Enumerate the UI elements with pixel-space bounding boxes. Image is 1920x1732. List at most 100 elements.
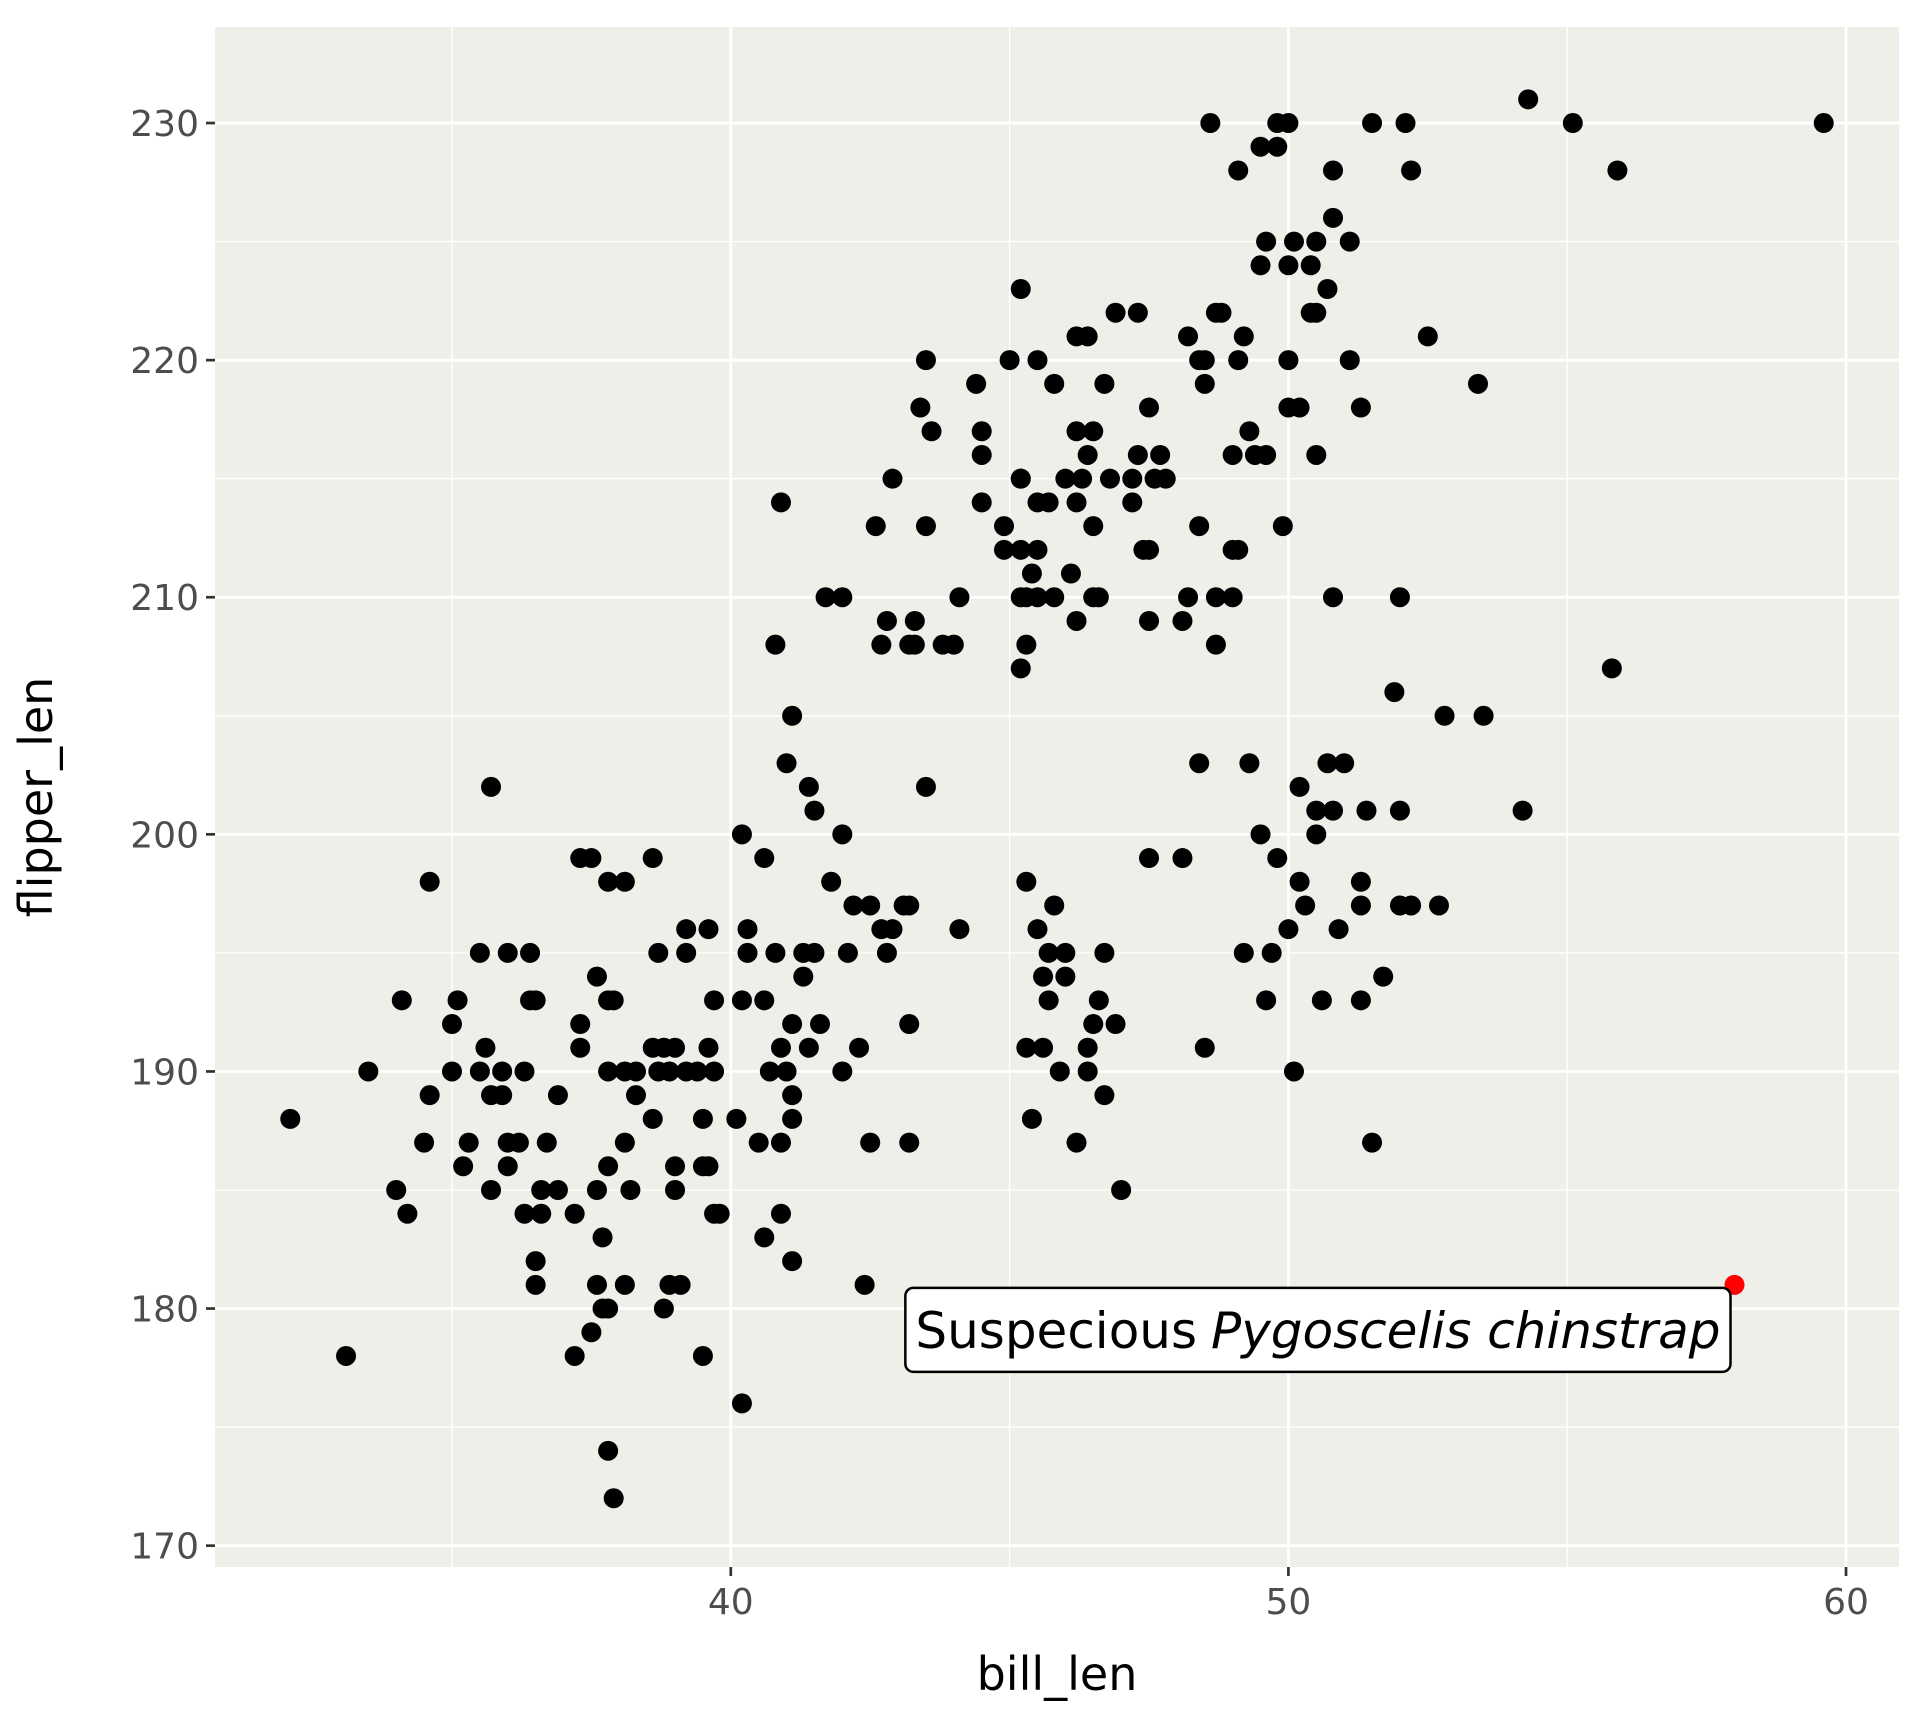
point xyxy=(514,1203,535,1224)
point xyxy=(882,919,903,940)
point xyxy=(770,1037,791,1058)
point xyxy=(1350,895,1371,916)
point xyxy=(492,1085,513,1106)
label-text: Suspecious Pygoscelis chinstrap xyxy=(915,1302,1720,1360)
point xyxy=(1105,1014,1126,1035)
point xyxy=(1373,966,1394,987)
point xyxy=(704,990,725,1011)
point xyxy=(1044,895,1065,916)
point xyxy=(676,919,697,940)
point xyxy=(497,942,518,963)
point xyxy=(1077,1037,1098,1058)
point xyxy=(1233,942,1254,963)
point xyxy=(865,516,886,537)
point xyxy=(1077,444,1098,465)
point xyxy=(1562,113,1583,134)
point xyxy=(419,871,440,892)
point xyxy=(1434,705,1455,726)
point xyxy=(876,610,897,631)
point xyxy=(1295,895,1316,916)
point xyxy=(586,966,607,987)
point xyxy=(832,1061,853,1082)
point xyxy=(904,634,925,655)
point xyxy=(475,1037,496,1058)
point xyxy=(1323,800,1344,821)
point xyxy=(849,1037,870,1058)
point xyxy=(1122,492,1143,513)
point xyxy=(1066,492,1087,513)
point xyxy=(1194,373,1215,394)
point xyxy=(1228,350,1249,371)
point xyxy=(1111,1180,1132,1201)
point xyxy=(1250,824,1271,845)
point xyxy=(1211,302,1232,323)
x-tick-label: 50 xyxy=(1266,1582,1312,1623)
point xyxy=(653,1298,674,1319)
point xyxy=(648,942,669,963)
point xyxy=(871,634,892,655)
point xyxy=(397,1203,418,1224)
point xyxy=(1256,444,1277,465)
point xyxy=(1044,373,1065,394)
point xyxy=(1139,397,1160,418)
point xyxy=(1239,753,1260,774)
point xyxy=(1010,468,1031,489)
point xyxy=(1306,302,1327,323)
point xyxy=(1289,397,1310,418)
point xyxy=(782,1085,803,1106)
point xyxy=(1038,492,1059,513)
point xyxy=(1099,468,1120,489)
point xyxy=(1283,1061,1304,1082)
point xyxy=(876,942,897,963)
point xyxy=(770,492,791,513)
point xyxy=(737,919,758,940)
point xyxy=(1334,753,1355,774)
y-tick-label: 180 xyxy=(130,1290,199,1331)
point xyxy=(1428,895,1449,916)
point xyxy=(1350,990,1371,1011)
point xyxy=(1077,326,1098,347)
point xyxy=(915,350,936,371)
y-axis-title: flipper_len xyxy=(9,677,63,918)
point xyxy=(731,824,752,845)
point xyxy=(1323,587,1344,608)
point xyxy=(1395,113,1416,134)
point xyxy=(1250,136,1271,157)
point xyxy=(531,1180,552,1201)
label-text-italic: Pygoscelis chinstrap xyxy=(1211,1302,1720,1360)
y-tick-label: 170 xyxy=(130,1527,199,1568)
point xyxy=(1049,1061,1070,1082)
point xyxy=(458,1132,479,1153)
point xyxy=(1066,421,1087,442)
point xyxy=(1278,255,1299,276)
point xyxy=(709,1203,730,1224)
point xyxy=(469,1061,490,1082)
point xyxy=(1323,207,1344,228)
point xyxy=(1468,373,1488,394)
point xyxy=(782,1251,803,1272)
point xyxy=(1339,231,1360,252)
point xyxy=(1033,966,1054,987)
point xyxy=(603,1488,624,1509)
point xyxy=(614,1274,635,1295)
point xyxy=(1222,444,1243,465)
point xyxy=(1233,326,1254,347)
point xyxy=(447,990,468,1011)
point xyxy=(441,1014,462,1035)
label-box xyxy=(904,1286,1732,1374)
point xyxy=(782,705,803,726)
point xyxy=(1384,682,1405,703)
point xyxy=(547,1180,568,1201)
point xyxy=(1083,421,1104,442)
point xyxy=(386,1180,407,1201)
point xyxy=(497,1156,518,1177)
point xyxy=(1362,113,1383,134)
point xyxy=(692,1345,713,1366)
point xyxy=(1178,326,1199,347)
point xyxy=(1339,350,1360,371)
point xyxy=(419,1085,440,1106)
annotation: Suspecious Pygoscelis chinstrap xyxy=(904,1274,1745,1374)
point xyxy=(1194,1037,1215,1058)
point xyxy=(737,942,758,963)
point xyxy=(1016,1037,1037,1058)
